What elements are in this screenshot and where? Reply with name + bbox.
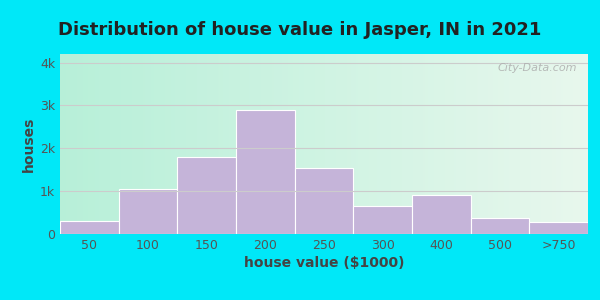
Text: City-Data.com: City-Data.com (498, 63, 577, 73)
Bar (529, 222, 588, 234)
Bar (412, 195, 470, 234)
Bar (353, 206, 412, 234)
Bar (295, 168, 353, 234)
X-axis label: house value ($1000): house value ($1000) (244, 256, 404, 270)
Bar (236, 110, 295, 234)
Bar (178, 157, 236, 234)
Bar (60, 221, 119, 234)
Bar (470, 218, 529, 234)
Bar (119, 189, 178, 234)
Text: Distribution of house value in Jasper, IN in 2021: Distribution of house value in Jasper, I… (58, 21, 542, 39)
Y-axis label: houses: houses (22, 116, 36, 172)
